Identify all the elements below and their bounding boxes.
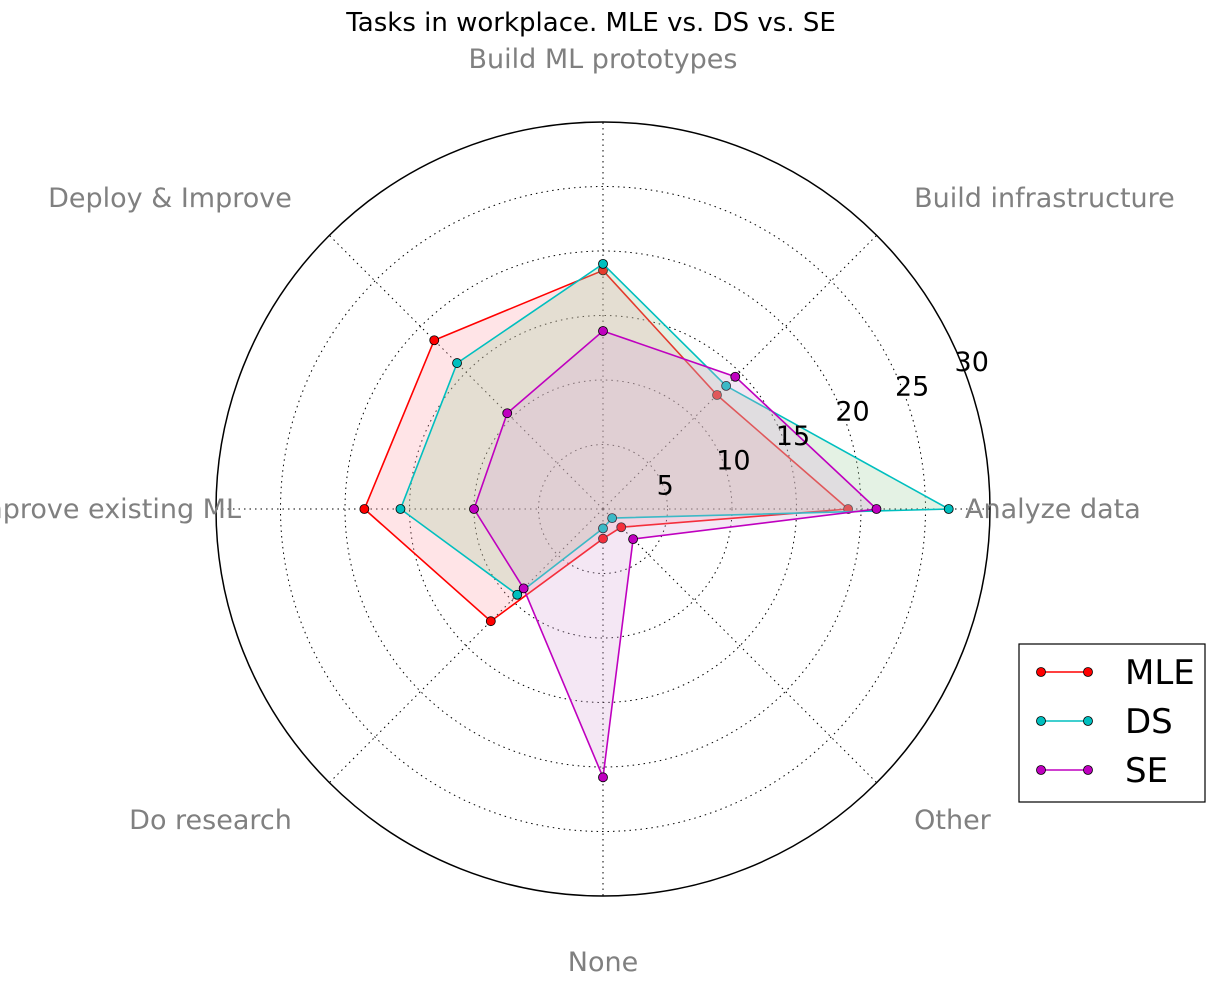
point-se-improve-existing-ml [469,504,479,514]
legend-label-se: SE [1125,751,1168,791]
legend-label-mle: MLE [1125,653,1195,693]
point-se-deploy-improve [502,408,513,419]
radial-tick-10: 10 [716,446,750,477]
legend-box [1018,643,1206,803]
series-layer [359,258,954,783]
point-se-none [598,772,608,783]
radial-tick-25: 25 [895,372,929,403]
point-mle-deploy-improve [429,335,440,346]
point-mle-none [598,533,608,544]
point-se-do-research [518,583,529,594]
legend-marker-mle [1083,667,1093,677]
point-ds-none [598,523,608,534]
category-label-build-ml-prototypes: Build ML prototypes [469,44,738,75]
point-ds-deploy-improve [452,358,462,368]
series-mle [359,265,853,627]
legend-marker-ds [1083,716,1093,726]
point-mle-do-research [485,616,496,627]
category-label-other: Other [914,805,992,836]
point-ds-other [607,513,618,524]
spoke-do-research [328,508,604,784]
radial-tick-5: 5 [657,470,674,501]
category-label-deploy-improve: Deploy & Improve [48,183,292,214]
legend-label-ds: DS [1125,702,1173,742]
spoke-deploy-improve [328,234,604,510]
area-mle [364,270,849,622]
legend: MLE DS SE [1018,643,1206,803]
point-mle-improve-existing-ml [359,504,370,514]
point-ds-improve-existing-ml [395,504,406,514]
legend-marker-mle [1036,667,1046,677]
outer-ring [215,121,991,897]
grid-ring-20 [344,250,862,768]
category-label-analyze-data: Analyze data [965,494,1141,525]
point-mle-other [616,522,627,533]
radial-tick-15: 15 [776,421,810,452]
series-ds [395,258,954,600]
grid-ring-5 [538,444,668,574]
point-se-other [628,534,639,545]
legend-item-ds: DS [1036,702,1173,742]
legend-item-se: SE [1036,751,1168,791]
point-mle-build-infrastructure [712,390,722,400]
series-se [469,326,882,783]
spoke-other [602,508,878,784]
polar-grid [215,121,991,897]
point-se-build-infrastructure [730,371,741,382]
legend-item-mle: MLE [1036,653,1195,693]
point-ds-build-ml-prototypes [598,258,608,269]
point-se-analyze-data [871,504,882,514]
category-label-none: None [568,947,638,978]
spoke-build-infrastructure [602,234,878,510]
radial-ticks: 5 10 15 20 25 30 [657,347,989,501]
point-se-build-ml-prototypes [598,326,608,336]
category-label-do-research: Do research [129,805,292,836]
area-se [474,331,877,778]
point-ds-analyze-data [943,504,954,514]
point-ds-build-infrastructure [721,380,732,391]
category-label-build-infrastructure: Build infrastructure [914,183,1175,214]
legend-marker-se [1036,765,1046,775]
category-labels: Analyze data Build infrastructure Build ML… [0,44,1175,978]
legend-marker-se [1083,765,1093,775]
grid-ring-10 [473,379,733,639]
radial-tick-20: 20 [835,396,869,427]
category-label-improve-existing-ml: Improve existing ML [0,494,241,525]
legend-marker-ds [1036,716,1046,726]
chart-title: Tasks in workplace. MLE vs. DS vs. SE [345,8,836,38]
radial-tick-30: 30 [955,347,989,378]
point-ds-do-research [512,589,523,600]
